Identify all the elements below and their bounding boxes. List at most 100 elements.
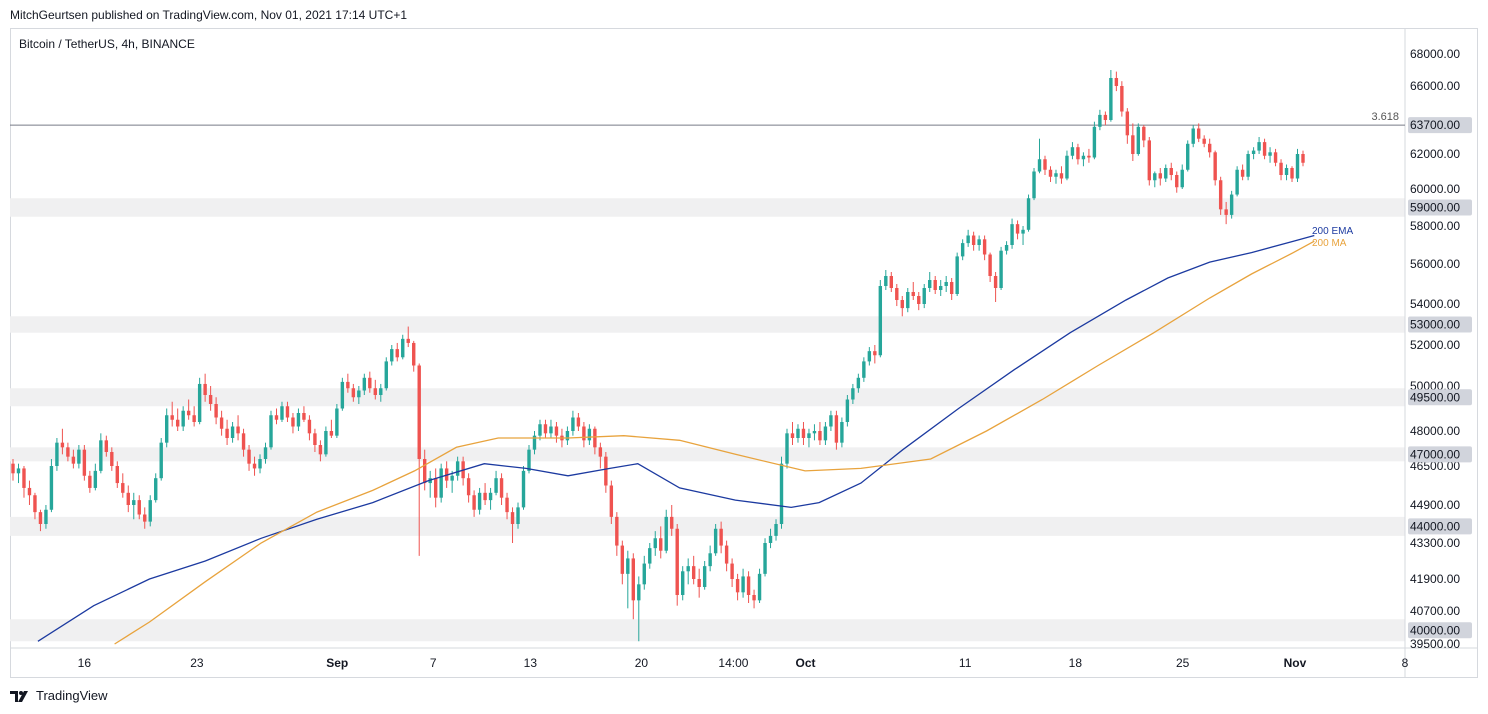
candle-body [379,388,383,395]
price-axis-label: 56000.00 [1410,257,1460,271]
candle-body [1037,159,1042,172]
candle-body [401,338,405,358]
candle-body [565,431,570,441]
candle-body [1240,169,1245,177]
candle-body [477,492,482,510]
candle-body [708,553,712,567]
200-ema-line [37,234,1315,642]
candle-body [576,417,581,427]
candle-body [186,410,191,416]
candle-body [1048,169,1053,177]
candle-body [1191,128,1195,144]
price-axis-label: 43300.00 [1410,536,1460,550]
candle-body [1202,138,1206,144]
candle-body [258,459,262,469]
candle-body [499,478,504,498]
candle-body [801,428,806,438]
candle-body [466,478,471,496]
candle-body [873,351,877,356]
candle-body [214,404,218,418]
candle-body [1147,140,1151,181]
candle-body [1207,143,1212,153]
candle-body [702,566,707,587]
time-axis-label: 11 [959,656,972,670]
candle-body [1043,159,1047,170]
candle-body [670,516,674,529]
price-tag-box [1408,316,1472,333]
candle-body [1284,168,1289,175]
candle-body [82,449,87,476]
candle-body [1070,147,1075,156]
price-axis-label: 58000.00 [1410,219,1460,233]
candle-body [412,342,416,366]
candle-body [1015,224,1020,234]
candle-body [862,361,866,378]
candle-body [165,415,169,443]
price-tag-label: 63700.00 [1410,118,1460,132]
candle-body [307,419,312,434]
candle-body [296,413,301,427]
candle-body [1158,173,1162,179]
candle-body [55,442,59,466]
candle-body [620,545,625,574]
candle-body [66,447,70,457]
candle-body [681,571,685,595]
candle-body [746,576,751,595]
candle-body [362,377,367,391]
price-tag-label: 53000.00 [1410,318,1460,332]
candle-body [483,492,487,501]
candle-body [615,516,619,546]
candle-body [763,543,767,574]
candle-body [697,579,701,587]
price-axis-label: 52000.00 [1410,338,1460,352]
candle-body [1268,152,1272,156]
candle-body [735,579,740,593]
tradingview-brand: TradingView [36,688,108,703]
candle-body [1059,173,1064,179]
support-resistance-zone [10,447,1405,462]
candle-body [208,395,213,404]
candle-body [1218,180,1223,210]
support-resistance-zone [10,198,1405,217]
candle-body [538,424,542,436]
candle-body [648,548,652,564]
symbol-title[interactable]: Bitcoin / TetherUS, 4h, BINANCE [19,37,195,51]
price-tag-box [1408,622,1472,639]
candle-body [609,485,614,517]
candle-body [1251,150,1256,154]
tradingview-logo[interactable]: TradingView [10,688,108,703]
candle-body [49,466,54,510]
candle-body [752,595,756,601]
candle-body [159,442,163,479]
candle-body [840,422,844,443]
candle-body [730,563,734,579]
time-axis-label: 16 [78,656,92,670]
candle-body [988,254,992,276]
candle-body [433,478,438,498]
price-axis-label: 68000.00 [1410,47,1460,61]
candle-body [856,377,861,389]
series-label-200-ma: 200 MA [1312,238,1347,249]
price-axis-label: 39500.00 [1410,637,1460,651]
candle-body [593,428,597,448]
candle-body [472,495,476,510]
candle-body [1180,169,1184,188]
candle-body [785,433,789,464]
candle-body [263,447,268,459]
candle-body [1142,126,1146,141]
candle-body [247,449,251,464]
candle-body [664,516,668,551]
candle-body [1153,173,1157,181]
candle-body [99,440,103,471]
candle-body [768,535,773,543]
time-axis-label: Sep [326,656,348,670]
candle-body [126,492,130,505]
candle-body [510,512,515,524]
candle-body [351,388,356,398]
candle-body [895,288,899,300]
candle-body [807,433,811,438]
candle-body [971,235,976,245]
price-axis-label: 40700.00 [1410,604,1460,618]
candle-body [900,300,904,309]
